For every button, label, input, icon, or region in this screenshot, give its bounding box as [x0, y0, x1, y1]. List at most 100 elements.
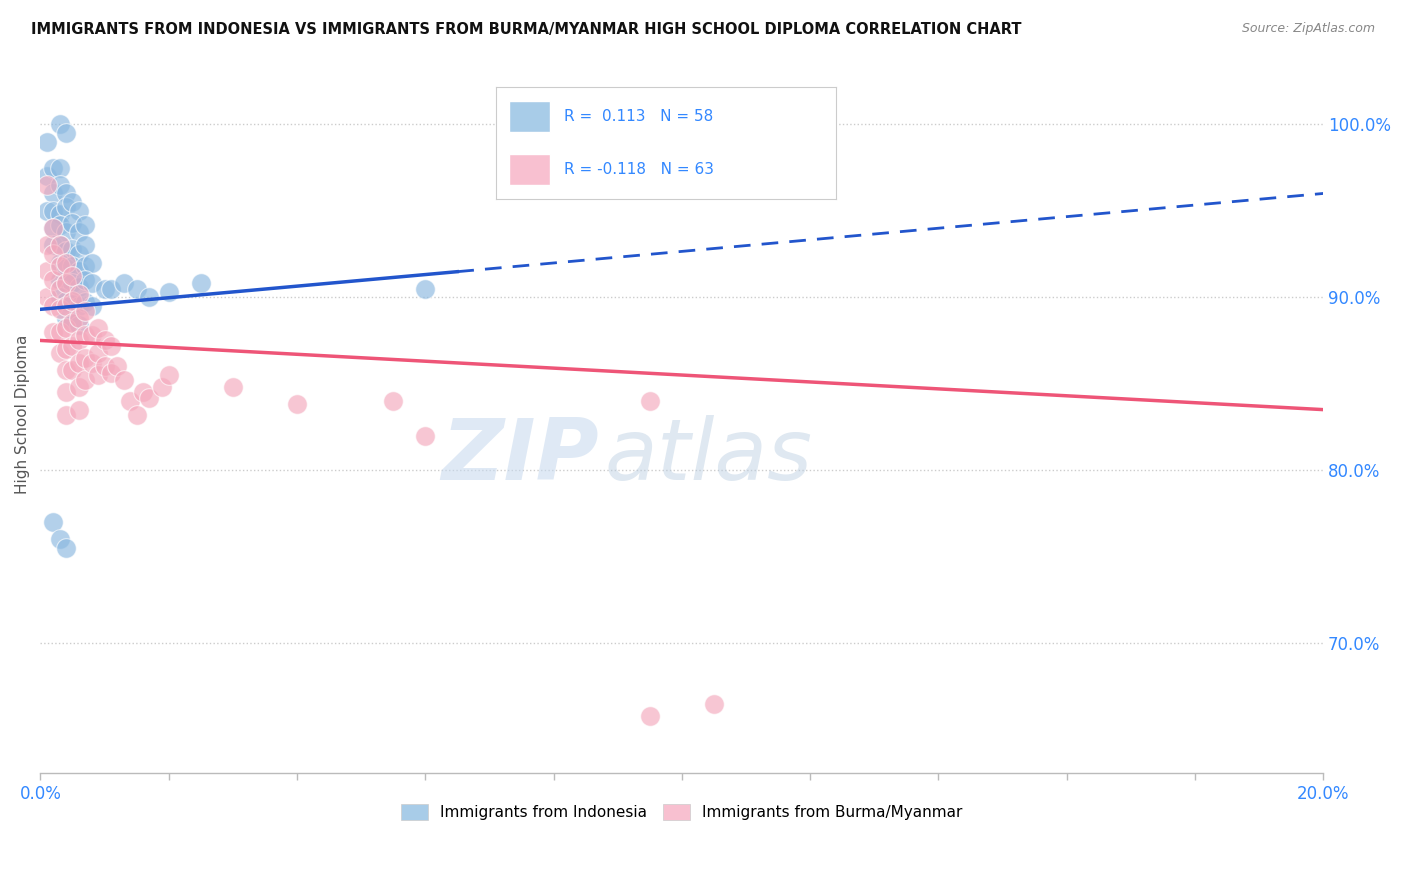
Point [67, 280, 90, 294]
Point [132, 385, 155, 400]
Point [62, 293, 84, 308]
Point [93, 359, 115, 374]
Point [42, 515, 65, 529]
Point [48, 302, 70, 317]
Point [62, 242, 84, 256]
Point [157, 285, 180, 299]
Point [48, 345, 70, 359]
Point [55, 310, 77, 325]
Point [42, 221, 65, 235]
Point [67, 247, 90, 261]
Point [87, 368, 110, 382]
Point [75, 373, 97, 387]
Text: atlas: atlas [605, 416, 813, 499]
Point [55, 363, 77, 377]
Point [48, 238, 70, 252]
Point [125, 408, 148, 422]
Point [62, 269, 84, 284]
Point [48, 273, 70, 287]
Point [87, 321, 110, 335]
Y-axis label: High School Diploma: High School Diploma [15, 334, 30, 493]
Point [67, 203, 90, 218]
Legend: Immigrants from Indonesia, Immigrants from Burma/Myanmar: Immigrants from Indonesia, Immigrants fr… [395, 797, 969, 826]
Point [75, 295, 97, 310]
Point [42, 273, 65, 287]
Point [80, 299, 103, 313]
Point [120, 394, 142, 409]
Point [55, 277, 77, 291]
Point [80, 255, 103, 269]
Point [35, 135, 58, 149]
Point [75, 304, 97, 318]
Point [285, 397, 308, 411]
Point [125, 282, 148, 296]
Point [62, 297, 84, 311]
Point [48, 238, 70, 252]
Point [55, 200, 77, 214]
Point [67, 225, 90, 239]
Point [157, 368, 180, 382]
Point [413, 282, 436, 296]
Point [55, 244, 77, 258]
Point [105, 359, 128, 374]
Point [62, 195, 84, 210]
Point [35, 203, 58, 218]
Point [42, 238, 65, 252]
Point [35, 169, 58, 184]
Point [35, 290, 58, 304]
Point [42, 161, 65, 175]
Point [75, 218, 97, 232]
Point [48, 255, 70, 269]
Point [42, 247, 65, 261]
Point [35, 264, 58, 278]
Point [35, 238, 58, 252]
Point [48, 325, 70, 339]
Point [55, 293, 77, 308]
Point [62, 363, 84, 377]
Point [382, 394, 405, 409]
Point [48, 290, 70, 304]
Point [67, 299, 90, 313]
Point [55, 541, 77, 555]
Point [42, 203, 65, 218]
Point [112, 373, 135, 387]
Point [55, 126, 77, 140]
Point [42, 325, 65, 339]
Point [80, 356, 103, 370]
Point [48, 218, 70, 232]
Point [55, 299, 77, 313]
Text: Source: ZipAtlas.com: Source: ZipAtlas.com [1241, 22, 1375, 36]
Point [35, 178, 58, 192]
Point [62, 338, 84, 352]
Point [62, 314, 84, 328]
Text: ZIP: ZIP [440, 416, 599, 499]
Point [62, 316, 84, 330]
Point [55, 277, 77, 291]
Point [48, 117, 70, 131]
Point [42, 221, 65, 235]
Point [93, 282, 115, 296]
Point [48, 178, 70, 192]
Point [703, 697, 725, 711]
Point [55, 321, 77, 335]
Point [48, 207, 70, 221]
Point [75, 273, 97, 287]
Point [75, 351, 97, 365]
Point [75, 238, 97, 252]
Point [100, 367, 122, 381]
Point [100, 282, 122, 296]
Point [87, 345, 110, 359]
Point [67, 402, 90, 417]
Point [55, 186, 77, 201]
Point [80, 277, 103, 291]
Point [48, 259, 70, 273]
Point [75, 259, 97, 273]
Point [67, 264, 90, 278]
Point [42, 299, 65, 313]
Point [67, 380, 90, 394]
Point [62, 259, 84, 273]
Point [190, 277, 212, 291]
Point [67, 318, 90, 332]
Point [638, 394, 661, 409]
Point [62, 216, 84, 230]
